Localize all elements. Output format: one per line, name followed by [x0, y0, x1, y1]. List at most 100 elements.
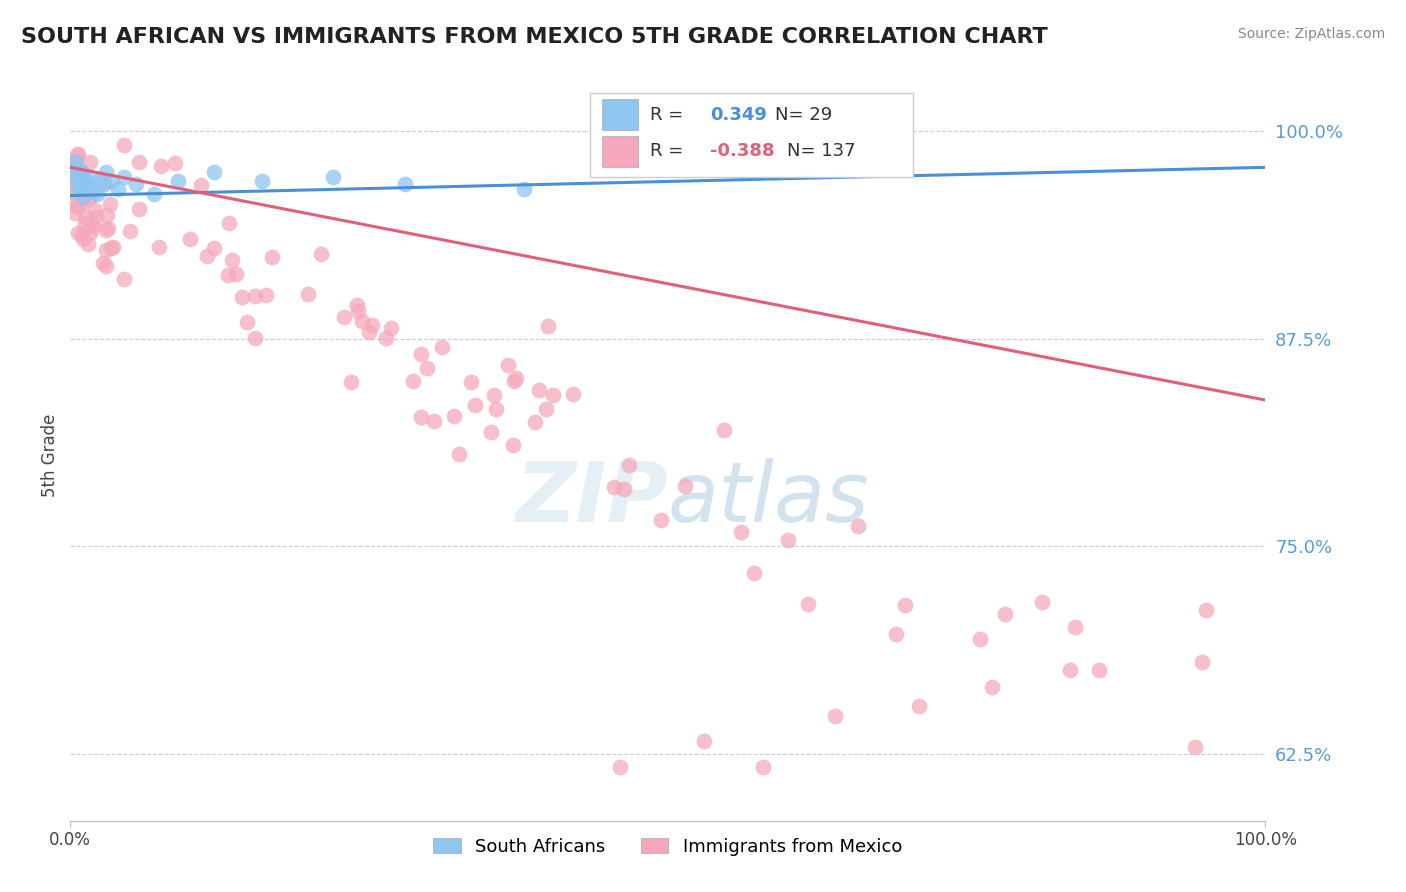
Point — [66, 161, 89, 175]
Point — [347, 303, 370, 318]
Point — [202, 241, 225, 255]
Point — [346, 298, 368, 312]
Point — [609, 760, 631, 774]
Point — [75, 173, 97, 187]
Point — [65, 178, 87, 193]
Point — [502, 374, 524, 388]
Point — [60, 164, 83, 178]
Text: SOUTH AFRICAN VS IMMIGRANTS FROM MEXICO 5TH GRADE CORRELATION CHART: SOUTH AFRICAN VS IMMIGRANTS FROM MEXICO … — [21, 27, 1047, 46]
Point — [496, 358, 519, 372]
Point — [846, 519, 869, 533]
Point — [333, 310, 356, 325]
Text: N= 137: N= 137 — [787, 143, 856, 161]
Point — [981, 680, 1004, 694]
Point — [190, 178, 212, 192]
Point — [536, 318, 558, 333]
Point — [254, 288, 277, 302]
Point — [98, 197, 121, 211]
Point — [416, 360, 439, 375]
Point — [66, 175, 89, 189]
Point — [650, 512, 672, 526]
Point — [62, 171, 84, 186]
Point — [360, 318, 382, 332]
Point — [112, 138, 135, 153]
Point — [93, 176, 115, 190]
Point — [218, 216, 240, 230]
Point — [513, 182, 536, 196]
Point — [60, 185, 83, 199]
Point — [1088, 663, 1111, 677]
Point — [357, 325, 380, 339]
Point — [60, 170, 83, 185]
Point — [340, 375, 363, 389]
Point — [231, 290, 253, 304]
Point — [66, 147, 89, 161]
Point — [1184, 739, 1206, 754]
Point — [76, 237, 98, 252]
Point — [70, 227, 93, 242]
Point — [69, 170, 91, 185]
Point — [409, 409, 432, 424]
Point — [375, 331, 398, 345]
Point — [60, 186, 83, 200]
Point — [65, 174, 87, 188]
Point — [94, 259, 117, 273]
Point — [561, 386, 583, 401]
Point — [100, 241, 122, 255]
Point — [60, 169, 83, 183]
Point — [67, 227, 90, 241]
Point — [730, 525, 752, 540]
Point — [179, 232, 201, 246]
Point — [70, 173, 93, 187]
Point — [60, 173, 83, 187]
Point — [128, 155, 150, 169]
Point — [96, 208, 118, 222]
Point — [63, 177, 86, 191]
Point — [449, 447, 471, 461]
Point — [128, 202, 150, 216]
Point — [84, 210, 107, 224]
Point — [969, 632, 991, 647]
Point — [79, 155, 101, 169]
Point — [86, 186, 108, 201]
Point — [541, 388, 564, 402]
Point — [619, 458, 641, 473]
Point — [66, 174, 89, 188]
Point — [693, 734, 716, 748]
Point — [908, 698, 931, 713]
Point — [67, 189, 90, 203]
Point — [742, 566, 765, 580]
Point — [67, 162, 90, 177]
Point — [77, 185, 100, 199]
Point — [62, 157, 84, 171]
Point — [443, 409, 465, 423]
Point — [120, 224, 142, 238]
Y-axis label: 5th Grade: 5th Grade — [41, 413, 59, 497]
Point — [1031, 595, 1053, 609]
Point — [82, 216, 104, 230]
Point — [994, 607, 1017, 621]
Point — [202, 165, 225, 179]
Point — [84, 203, 107, 218]
Point — [430, 340, 453, 354]
Point — [82, 220, 104, 235]
Point — [1195, 602, 1218, 616]
Point — [1059, 663, 1081, 677]
Point — [675, 479, 697, 493]
Point — [72, 190, 94, 204]
Point — [797, 597, 820, 611]
Bar — [602, 99, 638, 130]
Point — [75, 211, 97, 225]
Point — [243, 330, 266, 344]
Point — [1191, 655, 1213, 669]
Point — [79, 170, 101, 185]
Point — [322, 170, 344, 185]
Point — [63, 165, 86, 179]
Text: atlas: atlas — [668, 458, 869, 540]
Text: 0.349: 0.349 — [710, 106, 766, 124]
Point — [225, 267, 247, 281]
Point — [73, 216, 96, 230]
Point — [523, 415, 546, 429]
Point — [125, 177, 148, 191]
Point — [97, 221, 120, 235]
